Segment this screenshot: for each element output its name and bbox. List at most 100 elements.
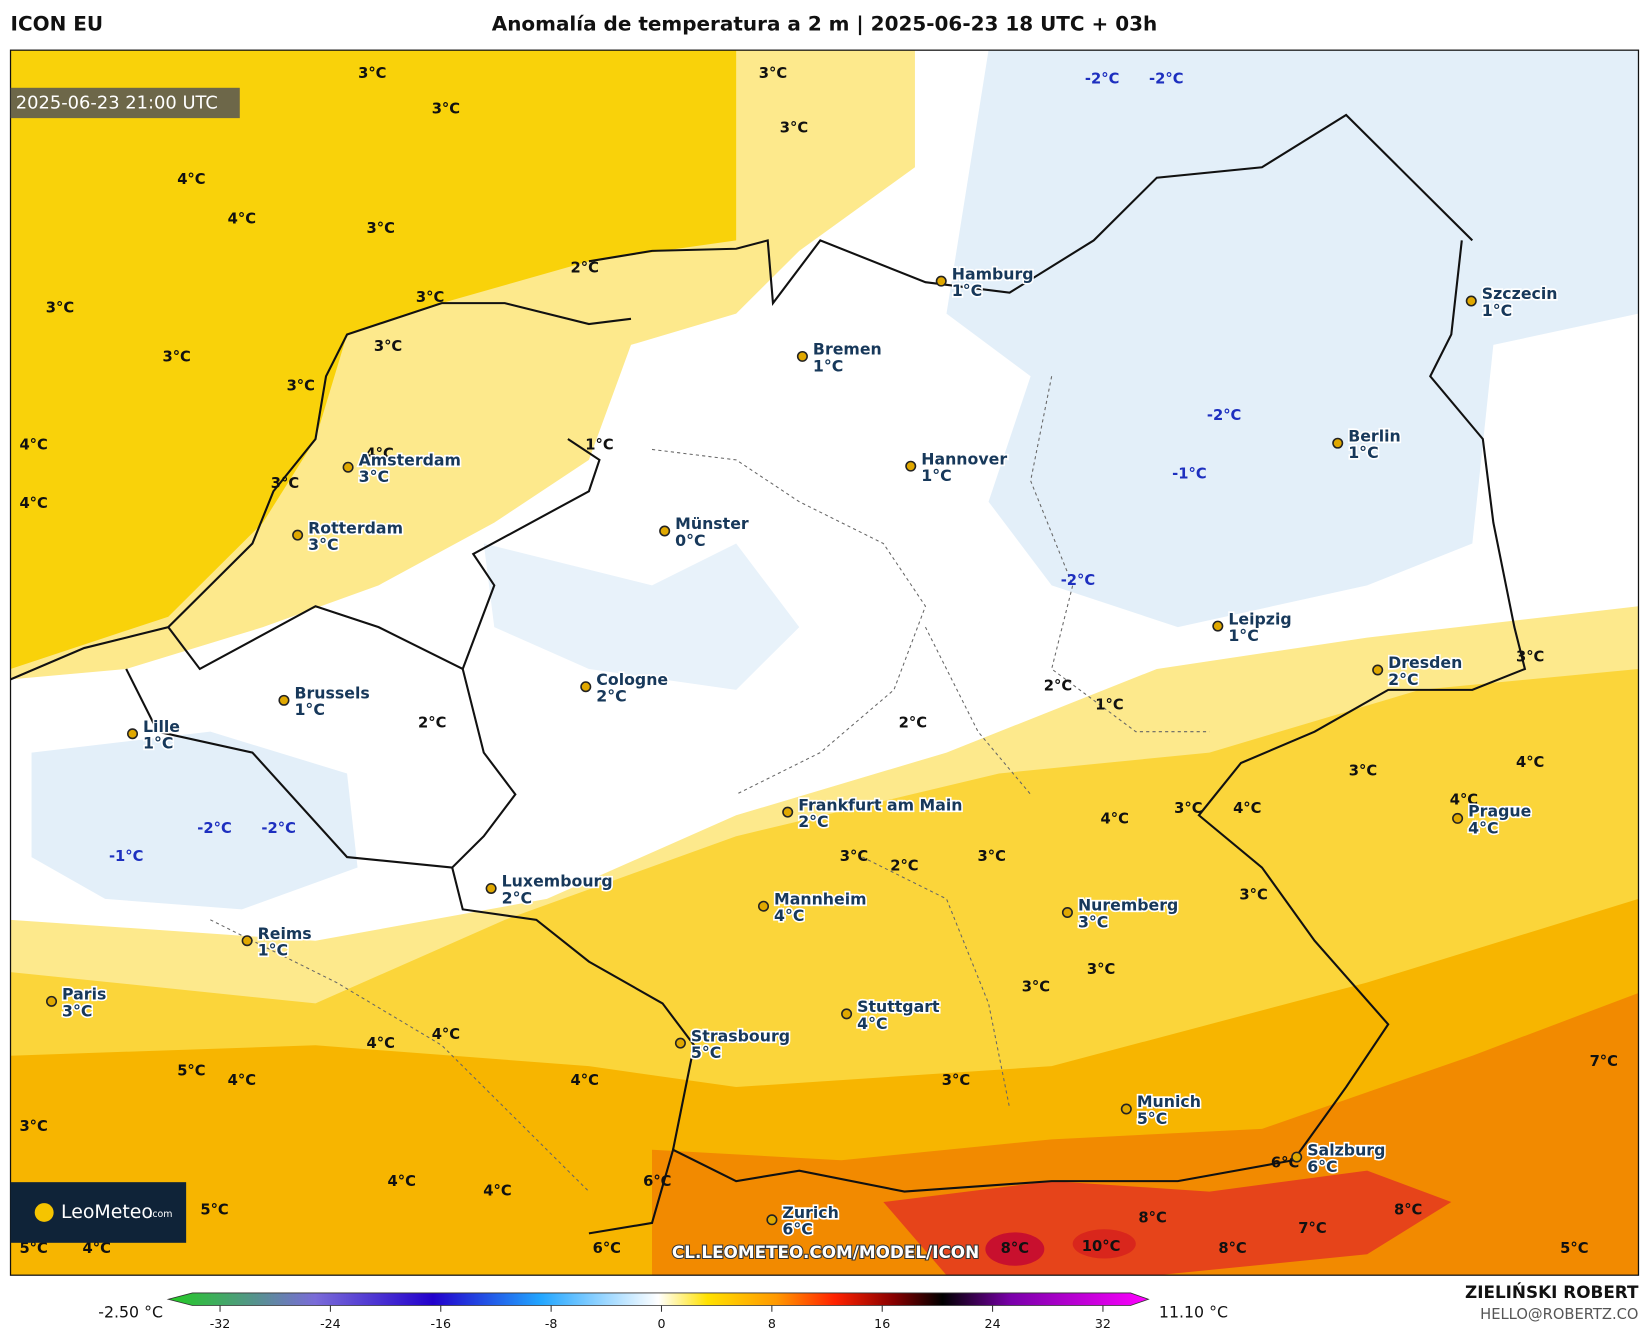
city-name: Münster <box>675 514 749 533</box>
watermark: CL.LEOMETEO.COM/MODEL/ICON <box>672 1242 979 1262</box>
colorbar-max-label: 11.10 °C <box>1159 1302 1228 1321</box>
contour-label: 4°C <box>367 1035 395 1052</box>
city-name: Stuttgart <box>857 997 940 1016</box>
city-marker <box>292 529 304 541</box>
contour-label: 3°C <box>19 1118 47 1135</box>
city-name: Dresden <box>1388 653 1462 672</box>
city-temp: 3°C <box>62 1001 92 1020</box>
city-name: Rotterdam <box>308 518 403 537</box>
contour-label: 4°C <box>483 1183 511 1200</box>
city-name: Mannheim <box>774 889 867 908</box>
contour-label: 2°C <box>890 858 918 875</box>
contour-label: 2°C <box>1044 678 1072 695</box>
contour-label: 3°C <box>1349 762 1377 779</box>
city-marker <box>241 935 253 947</box>
city-temp: 1°C <box>1348 443 1378 462</box>
contour-label: 3°C <box>46 299 74 316</box>
city-temp: 3°C <box>359 467 389 486</box>
city-name: Cologne <box>596 670 668 689</box>
contour-label: 4°C <box>19 436 47 453</box>
contour-label: 3°C <box>271 475 299 492</box>
contour-label: 4°C <box>365 446 393 463</box>
city-temp: 5°C <box>691 1043 721 1062</box>
contour-label: 3°C <box>162 349 190 366</box>
contour-label: 4°C <box>432 1026 460 1043</box>
city-marker <box>935 275 947 287</box>
colorbar-tick-label: -32 <box>210 1316 231 1331</box>
contour-label: 1°C <box>585 436 613 453</box>
contour-label: 7°C <box>1298 1220 1326 1237</box>
city-marker <box>46 995 58 1007</box>
city-temp: 6°C <box>1307 1157 1337 1176</box>
city-name: Leipzig <box>1228 609 1291 628</box>
city-name: Hannover <box>921 449 1007 468</box>
colorbar-tick-label: 32 <box>1095 1316 1111 1331</box>
contour-label: -2°C <box>1149 70 1183 87</box>
contour-label: 4°C <box>388 1173 416 1190</box>
city-temp: 4°C <box>857 1014 887 1033</box>
city-temp: 4°C <box>774 906 804 925</box>
city-marker <box>757 900 770 912</box>
city-marker <box>342 461 354 473</box>
contour-label: 3°C <box>759 65 787 82</box>
city-marker <box>1372 664 1384 676</box>
contour-label: 1°C <box>1095 697 1123 714</box>
contour-label: 7°C <box>1590 1053 1618 1070</box>
colorbar-tick-label: 24 <box>985 1316 1001 1331</box>
city-temp: 2°C <box>798 812 828 831</box>
city-temp: 1°C <box>813 356 843 375</box>
city-marker <box>796 350 808 362</box>
timestamp: 2025-06-23 21:00 UTC <box>16 93 218 114</box>
city-temp: 1°C <box>294 700 324 719</box>
contour-label: -2°C <box>197 820 231 837</box>
contour-label: 3°C <box>942 1072 970 1089</box>
colorbar-tick-label: -24 <box>320 1316 341 1331</box>
logo-suffix: .com <box>149 1209 172 1220</box>
city-name: Hamburg <box>952 264 1034 283</box>
colorbar-tick-label: 0 <box>657 1316 665 1331</box>
city-name: Brussels <box>294 684 369 703</box>
contour-label: 3°C <box>358 65 386 82</box>
city-temp: 1°C <box>921 466 951 485</box>
city-name: Reims <box>258 924 312 943</box>
city-temp: 2°C <box>502 888 532 907</box>
city-name: Prague <box>1468 802 1531 821</box>
city-temp: 1°C <box>143 734 173 753</box>
labels: 3°C 3°C 4°C 4°C 3°C 3°C 3°C 3°C 3°C 3°C 2°C 3°C 3°C -… <box>19 65 1618 1257</box>
contour-label: 3°C <box>780 120 808 137</box>
contour-label: 8°C <box>1218 1240 1246 1257</box>
contour-label: 3°C <box>1174 800 1202 817</box>
city-marker <box>766 1214 778 1226</box>
city-marker <box>1332 437 1344 449</box>
contour-label: 8°C <box>1138 1210 1166 1227</box>
contour-label: 4°C <box>228 211 256 228</box>
colorbar <box>166 1292 1150 1306</box>
city-name: Bremen <box>813 340 882 359</box>
city-name: Frankfurt am Main <box>798 795 962 814</box>
contour-label: 2°C <box>899 714 927 731</box>
contour-label: 3°C <box>416 289 444 306</box>
map-title: Anomalía de temperatura a 2 m | 2025-06-… <box>492 13 1157 36</box>
city-name: Szczecin <box>1482 284 1558 303</box>
colorbar-tick-label: 16 <box>874 1316 890 1331</box>
contour-label: -2°C <box>1207 407 1241 424</box>
city-temp: 1°C <box>258 941 288 960</box>
map-field <box>10 50 1639 1276</box>
city-marker <box>1061 907 1073 918</box>
city-temp: 4°C <box>1468 818 1498 837</box>
contour-label: 3°C <box>1516 648 1544 665</box>
contour-label: -2°C <box>261 820 295 837</box>
contour-label: 3°C <box>978 848 1006 865</box>
city-marker <box>1212 620 1224 632</box>
contour-label: 4°C <box>1450 792 1478 809</box>
city-name: Berlin <box>1348 426 1401 445</box>
contour-label: 3°C <box>1087 961 1115 978</box>
model-name: ICON EU <box>11 13 104 36</box>
author: ZIELIŃSKI ROBERT <box>1465 1281 1639 1302</box>
city-name: Salzburg <box>1307 1140 1385 1159</box>
contour-label: 5°C <box>200 1201 228 1218</box>
colorbar-ticks: -32 -24 -16 -8 0 8 16 24 32 <box>210 1305 1111 1331</box>
colorbar-tick-label: 8 <box>768 1316 776 1331</box>
city-name: Lille <box>143 717 180 736</box>
